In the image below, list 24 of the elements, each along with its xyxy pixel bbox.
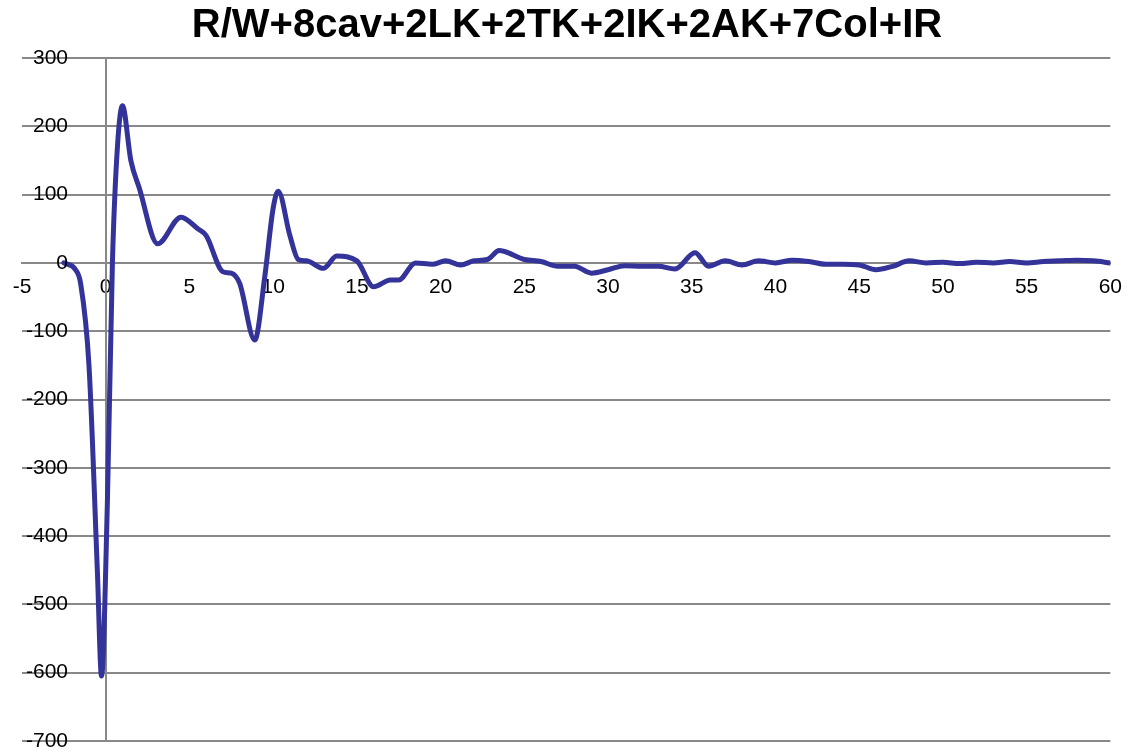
- x-tick-label: 60: [1098, 274, 1122, 298]
- x-tick-label: 5: [183, 274, 196, 298]
- x-tick-label: 45: [847, 274, 871, 298]
- x-tick-label: 50: [931, 274, 955, 298]
- x-tick-label: 40: [763, 274, 788, 298]
- x-tick-label: 25: [512, 274, 536, 298]
- chart-title: R/W+8cav+2LK+2TK+2IK+2AK+7Col+IR: [191, 1, 943, 46]
- x-tick-label: -5: [12, 274, 32, 298]
- y-tick-label: -500: [25, 591, 68, 615]
- y-tick-label: -400: [25, 522, 68, 546]
- y-tick-label: -700: [25, 727, 68, 751]
- x-tick-label: 30: [596, 274, 620, 298]
- x-tick-label: 10: [261, 274, 285, 298]
- y-tick-label: -100: [25, 318, 68, 341]
- y-tick-label: 300: [32, 44, 68, 68]
- y-tick-label: -600: [25, 659, 68, 683]
- y-tick-label: 200: [32, 113, 68, 137]
- x-tick-label: 35: [680, 274, 704, 298]
- y-tick-label: -200: [25, 386, 68, 410]
- x-tick-label: 55: [1014, 274, 1039, 298]
- x-tick-label: 20: [428, 274, 453, 298]
- y-tick-label: -300: [25, 454, 68, 478]
- x-tick-label: 15: [345, 274, 369, 298]
- y-tick-label: 100: [32, 181, 68, 205]
